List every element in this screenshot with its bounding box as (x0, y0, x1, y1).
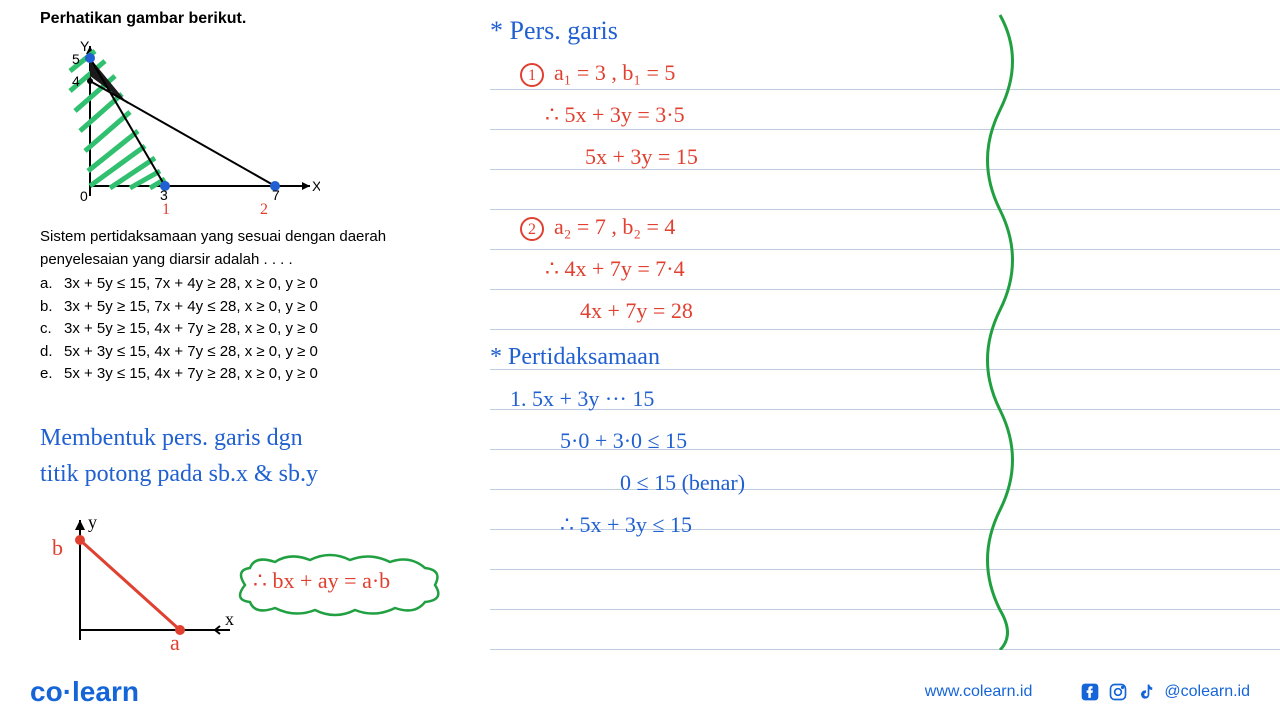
footer-website[interactable]: www.colearn.id (925, 683, 1033, 701)
work-line: 1a₁ = 3 , b₁ = 5 (520, 52, 990, 94)
svg-text:7: 7 (272, 187, 280, 203)
work-line: ∴ 5x + 3y = 3·5 (545, 94, 990, 136)
answer-list: a.3x + 5y ≤ 15, 7x + 4y ≥ 28, x ≥ 0, y ≥… (40, 273, 460, 386)
answer-c: c.3x + 5y ≥ 15, 4x + 7y ≥ 28, x ≥ 0, y ≥… (40, 318, 460, 341)
work-line: 2a₂ = 7 , b₂ = 4 (520, 206, 990, 248)
question-text: Sistem pertidaksamaan yang sesuai dengan… (40, 226, 460, 271)
svg-text:4: 4 (72, 73, 80, 89)
footer-handle: @colearn.id (1164, 683, 1250, 701)
svg-text:1: 1 (162, 201, 170, 216)
brand-logo: co·learn (30, 676, 139, 708)
work-line: 5x + 3y = 15 (585, 136, 990, 178)
work-line: 5·0 + 3·0 ≤ 15 (560, 420, 990, 462)
svg-text:2: 2 (260, 201, 268, 216)
small-axis-graph: x y b a (40, 510, 240, 650)
facebook-icon[interactable] (1080, 682, 1100, 702)
svg-text:0: 0 (80, 188, 88, 204)
right-header-2: * Pertidaksamaan (490, 336, 990, 378)
problem-panel: Perhatikan gambar berikut. (40, 10, 460, 386)
work-line: ∴ 5x + 3y ≤ 15 (560, 504, 990, 546)
problem-graph: 5 4 0 3 7 X Y 1 2 (60, 36, 320, 216)
svg-text:y: y (88, 512, 97, 532)
svg-text:X: X (312, 178, 320, 194)
cloud-formula-text: ∴ bx + ay = a·b (253, 568, 390, 594)
instagram-icon[interactable] (1108, 682, 1128, 702)
answer-e: e.5x + 3y ≤ 15, 4x + 7y ≥ 28, x ≥ 0, y ≥… (40, 363, 460, 386)
tiktok-icon[interactable] (1136, 682, 1156, 702)
answer-b: b.3x + 5y ≥ 15, 7x + 4y ≤ 28, x ≥ 0, y ≥… (40, 296, 460, 319)
svg-text:5: 5 (72, 51, 80, 67)
work-line: 1. 5x + 3y ··· 15 (510, 378, 990, 420)
svg-text:b: b (52, 535, 63, 560)
answer-d: d.5x + 3y ≤ 15, 4x + 7y ≤ 28, x ≥ 0, y ≥… (40, 341, 460, 364)
work-line: 4x + 7y = 28 (580, 290, 990, 332)
formula-cloud: ∴ bx + ay = a·b (225, 550, 455, 610)
problem-title: Perhatikan gambar berikut. (40, 10, 460, 28)
work-line: ∴ 4x + 7y = 7·4 (545, 248, 990, 290)
work-line: 0 ≤ 15 (benar) (620, 462, 990, 504)
footer: co·learn www.colearn.id @colearn.id (0, 672, 1280, 708)
answer-a: a.3x + 5y ≤ 15, 7x + 4y ≥ 28, x ≥ 0, y ≥… (40, 273, 460, 296)
svg-text:Y: Y (80, 38, 90, 54)
right-header: * Pers. garis (490, 10, 990, 52)
bottom-note: Membentuk pers. garis dgn titik potong p… (40, 420, 480, 492)
svg-text:a: a (170, 630, 180, 650)
right-work-area: * Pers. garis 1a₁ = 3 , b₁ = 5 ∴ 5x + 3y… (490, 10, 990, 546)
